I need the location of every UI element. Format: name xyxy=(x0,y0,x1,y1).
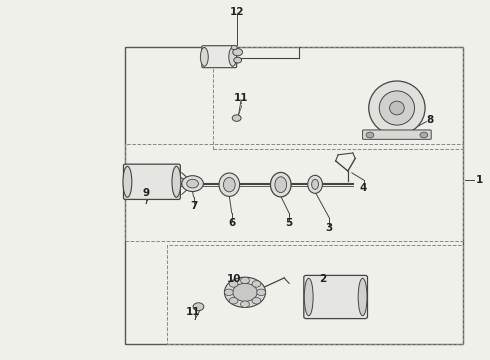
Ellipse shape xyxy=(275,177,287,193)
Ellipse shape xyxy=(172,166,181,197)
FancyBboxPatch shape xyxy=(202,46,237,68)
Ellipse shape xyxy=(229,281,238,287)
Text: 12: 12 xyxy=(230,6,245,17)
FancyBboxPatch shape xyxy=(123,164,180,199)
Circle shape xyxy=(187,179,198,188)
Text: 11: 11 xyxy=(234,93,248,103)
Text: 9: 9 xyxy=(143,188,149,198)
Ellipse shape xyxy=(241,301,249,307)
Ellipse shape xyxy=(241,277,249,284)
Text: 11: 11 xyxy=(186,307,201,317)
Circle shape xyxy=(224,277,266,307)
FancyBboxPatch shape xyxy=(363,130,431,139)
Ellipse shape xyxy=(223,177,235,192)
Ellipse shape xyxy=(252,297,261,304)
Text: 7: 7 xyxy=(190,201,197,211)
Text: 4: 4 xyxy=(360,183,368,193)
FancyBboxPatch shape xyxy=(304,275,368,319)
Ellipse shape xyxy=(200,48,208,66)
Ellipse shape xyxy=(252,281,261,287)
Circle shape xyxy=(193,303,204,311)
Circle shape xyxy=(232,115,241,121)
Ellipse shape xyxy=(369,81,425,135)
Ellipse shape xyxy=(308,175,322,193)
Ellipse shape xyxy=(229,48,237,66)
Circle shape xyxy=(234,57,242,63)
Text: 8: 8 xyxy=(427,115,434,125)
Circle shape xyxy=(233,283,257,301)
Ellipse shape xyxy=(229,297,238,304)
Circle shape xyxy=(233,49,243,56)
Text: 3: 3 xyxy=(326,222,333,233)
Text: 10: 10 xyxy=(227,274,242,284)
Ellipse shape xyxy=(270,172,291,197)
Text: 6: 6 xyxy=(228,218,235,228)
Circle shape xyxy=(366,132,374,138)
Ellipse shape xyxy=(379,91,415,125)
Circle shape xyxy=(231,45,237,50)
Circle shape xyxy=(420,132,428,138)
Ellipse shape xyxy=(257,289,266,296)
Ellipse shape xyxy=(224,289,233,296)
Ellipse shape xyxy=(304,278,313,316)
Ellipse shape xyxy=(390,101,404,115)
Ellipse shape xyxy=(312,179,318,189)
Text: 2: 2 xyxy=(319,274,326,284)
Text: 5: 5 xyxy=(286,218,293,228)
Circle shape xyxy=(182,176,203,192)
Ellipse shape xyxy=(358,278,367,316)
Text: 1: 1 xyxy=(476,175,483,185)
Ellipse shape xyxy=(123,166,132,197)
Ellipse shape xyxy=(219,173,240,197)
